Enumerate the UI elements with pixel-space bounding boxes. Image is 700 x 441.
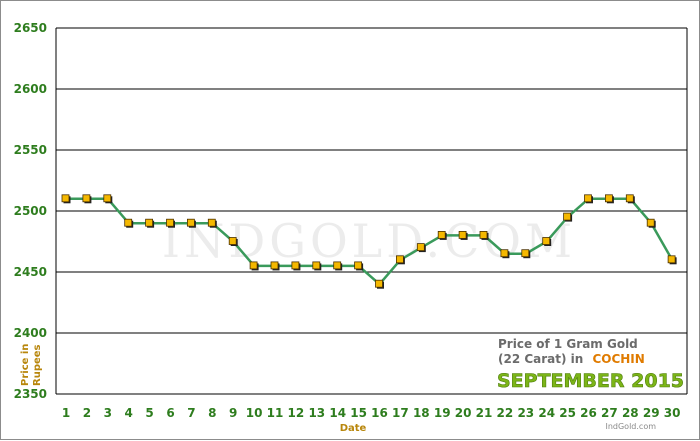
- x-tick-label: 18: [413, 406, 430, 420]
- y-axis-ticks: 2350 2400 2450 2500 2550 2600 2650: [14, 21, 47, 401]
- x-tick-label: 23: [517, 406, 534, 420]
- x-tick-label: 25: [559, 406, 576, 420]
- data-point: [625, 194, 634, 203]
- data-point: [61, 194, 70, 203]
- x-tick-label: 4: [125, 406, 133, 420]
- x-tick-label: 22: [497, 406, 514, 420]
- x-tick-label: 11: [267, 406, 284, 420]
- data-point: [270, 261, 279, 270]
- x-tick-label: 10: [246, 406, 263, 420]
- data-point: [646, 218, 655, 227]
- x-tick-label: 13: [308, 406, 325, 420]
- x-tick-label: 8: [208, 406, 216, 420]
- y-tick-label: 2500: [14, 204, 47, 218]
- data-point: [437, 230, 446, 239]
- data-point: [207, 218, 216, 227]
- data-point: [584, 194, 592, 203]
- y-tick-label: 2600: [14, 82, 47, 96]
- x-tick-label: 29: [643, 406, 660, 420]
- data-point: [479, 230, 488, 239]
- x-tick-label: 5: [145, 406, 153, 420]
- x-tick-label: 15: [350, 406, 367, 420]
- x-tick-label: 28: [622, 406, 639, 420]
- y-tick-label: 2650: [14, 21, 47, 35]
- x-tick-label: 19: [434, 406, 451, 420]
- data-point: [542, 237, 551, 245]
- caption-period: SEPTEMBER 2015: [497, 370, 684, 392]
- x-tick-label: 24: [538, 406, 555, 420]
- data-point: [186, 218, 195, 227]
- y-axis-title-line2: Rupees: [32, 344, 43, 386]
- watermark-text: INDGOLD.COM: [162, 214, 576, 268]
- x-tick-label: 21: [476, 406, 493, 420]
- x-tick-label: 14: [329, 406, 346, 420]
- x-tick-label: 16: [371, 406, 388, 420]
- x-tick-label: 3: [104, 406, 112, 420]
- data-point: [228, 237, 237, 245]
- data-point: [667, 255, 676, 264]
- data-point: [416, 243, 425, 252]
- data-point: [500, 249, 509, 258]
- y-tick-label: 2550: [14, 143, 47, 157]
- data-point: [124, 218, 133, 227]
- data-point: [563, 212, 571, 221]
- data-point: [312, 261, 321, 270]
- data-point: [291, 261, 300, 270]
- data-point: [521, 249, 530, 258]
- x-tick-label: 6: [166, 406, 174, 420]
- x-tick-label: 2: [83, 406, 91, 420]
- data-point: [145, 218, 154, 227]
- data-point: [166, 218, 174, 227]
- data-point: [354, 261, 363, 270]
- data-point: [82, 194, 91, 203]
- data-point: [375, 279, 383, 288]
- x-axis-title: Date: [340, 423, 367, 434]
- price-markers: [61, 194, 677, 289]
- data-point: [458, 230, 467, 239]
- caption-title-line2: (22 Carat) in COCHIN: [498, 348, 645, 367]
- x-tick-label: 7: [187, 406, 195, 420]
- y-axis-title-line1: Price in: [20, 344, 31, 386]
- x-tick-label: 9: [229, 406, 237, 420]
- caption-title-line1: Price of 1 Gram Gold: [498, 337, 638, 351]
- x-tick-label: 12: [288, 406, 305, 420]
- data-point: [395, 255, 404, 264]
- data-point: [249, 261, 258, 270]
- caption-city: COCHIN: [592, 352, 644, 366]
- data-point: [333, 261, 342, 270]
- x-tick-label: 17: [392, 406, 409, 420]
- x-axis-ticks: 1 2 3 4 5 6 7 8 9 10 11 12 13 14 15 16 17 18 19 20 21 22 23 24 2…: [62, 406, 681, 420]
- y-tick-label: 2450: [14, 265, 47, 279]
- x-tick-label: 27: [601, 406, 618, 420]
- x-tick-label: 1: [62, 406, 70, 420]
- x-tick-label: 30: [664, 406, 681, 420]
- source-credit: IndGold.com: [605, 422, 656, 431]
- data-point: [103, 194, 112, 203]
- y-tick-label: 2350: [14, 387, 47, 401]
- grid-lines: [55, 27, 688, 395]
- x-tick-label: 26: [580, 406, 597, 420]
- caption-carat-text: (22 Carat) in: [498, 352, 583, 366]
- x-tick-label: 20: [455, 406, 472, 420]
- data-point: [605, 194, 613, 203]
- y-tick-label: 2400: [14, 326, 47, 340]
